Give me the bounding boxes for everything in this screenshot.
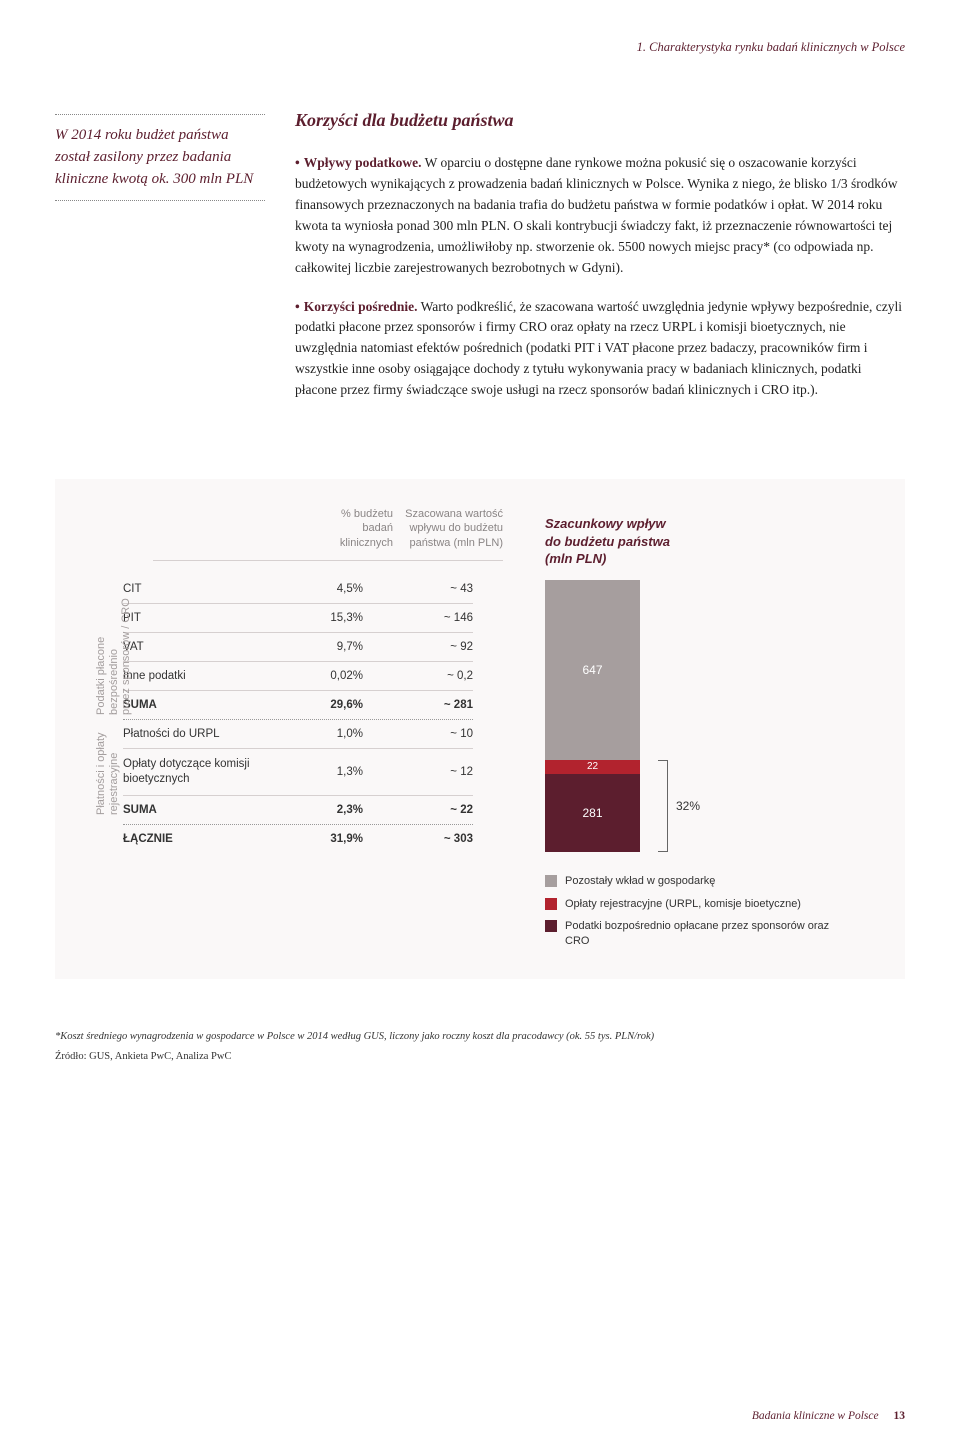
sidebar: W 2014 roku budżet państwa został zasilo… [55,110,265,419]
table-row: PIT15,3%~ 146 [123,604,473,633]
bracket-label: 32% [658,760,700,852]
bar-segment-other: 647 [545,580,640,760]
chart-block: % budżetubadańklinicznych Szacowana wart… [55,479,905,979]
table-row-sum: SUMA29,6%~ 281 [123,691,473,719]
chapter-header: 1. Charakterystyka rynku badań kliniczny… [55,40,905,55]
table-group-taxes: Podatki płaconebezpośrednioprzez sponsor… [83,575,503,719]
table-group-fees: Płatności i opłatyrejestracyjne Płatnośc… [83,720,503,824]
main-text: Korzyści dla budżetu państwa • Wpływy pod… [295,110,905,419]
legend-item: Podatki bozpośrednio opłacane przez spon… [545,919,835,949]
bar-segment-taxes: 281 [545,774,640,852]
bar-title: Szacunkowy wpływdo budżetu państwa(mln P… [545,515,835,568]
page-footer: Badania kliniczne w Polsce 13 [752,1410,905,1422]
table-total: ŁĄCZNIE31,9%~ 303 [83,825,503,853]
page-number: 13 [894,1410,906,1422]
para2-lead: Korzyści pośrednie. [304,299,418,314]
legend-item: Opłaty rejestracyjne (URPL, komisje bioe… [545,897,835,912]
table-header: % budżetubadańklinicznych Szacowana wart… [153,507,503,561]
bar-segment-fees: 22 [545,760,640,774]
section-title: Korzyści dla budżetu państwa [295,110,905,131]
table-row: CIT4,5%~ 43 [123,575,473,604]
dotted-rule [55,114,265,115]
bullet-icon: • [295,299,300,314]
paragraph-2: •Korzyści pośrednie. Warto podkreślić, ż… [295,297,905,402]
doc-title: Badania kliniczne w Polsce [752,1410,879,1422]
content-columns: W 2014 roku budżet państwa został zasilo… [55,110,905,419]
table-row-sum: SUMA2,3%~ 22 [123,796,473,824]
para1-body: W oparciu o dostępne dane rynkowe można … [295,155,898,275]
source-line: Źródło: GUS, Ankieta PwC, Analiza PwC [55,1051,905,1062]
table-row: Inne podatki0,02%~ 0,2 [123,662,473,691]
pull-quote: W 2014 roku budżet państwa został zasilo… [55,119,265,196]
table-row: Płatności do URPL1,0%~ 10 [123,720,473,749]
page: 1. Charakterystyka rynku badań kliniczny… [0,0,960,1450]
bullet-icon: • [295,155,300,170]
stacked-bar: 647 22 281 [545,580,640,852]
para1-lead: Wpływy podatkowe. [304,155,422,170]
table-area: % budżetubadańklinicznych Szacowana wart… [83,507,503,957]
paragraph-1: • Wpływy podatkowe. W oparciu o dostępne … [295,153,905,279]
table-row: VAT9,7%~ 92 [123,633,473,662]
dotted-rule [55,200,265,201]
bar-chart-area: Szacunkowy wpływdo budżetu państwa(mln P… [503,507,877,957]
footnote: *Koszt średniego wynagrodzenia w gospoda… [55,1029,905,1045]
legend-item: Pozostały wkład w gospodarkę [545,874,835,889]
table-row: Opłaty dotyczące komisji bioetycznych1,3… [123,749,473,796]
legend: Pozostały wkład w gospodarkę Opłaty reje… [545,874,835,949]
